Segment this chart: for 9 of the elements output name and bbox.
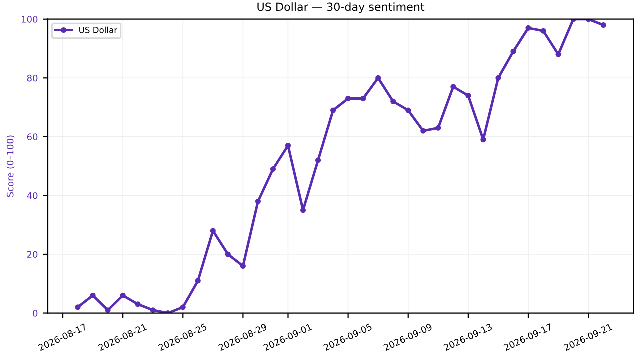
- y-tick-label: 100: [22, 16, 38, 23]
- chart-title: US Dollar — 30-day sentiment: [258, 2, 425, 14]
- y-tick-label: 40: [27, 192, 38, 200]
- legend-label: US Dollar: [80, 26, 118, 34]
- y-tick-label: 0: [33, 310, 38, 317]
- y-tick-label: 80: [27, 74, 38, 82]
- y-tick-label: 60: [27, 134, 38, 140]
- y-axis-title: Score (0–100): [6, 136, 15, 198]
- y-tick-label: 20: [27, 251, 38, 258]
